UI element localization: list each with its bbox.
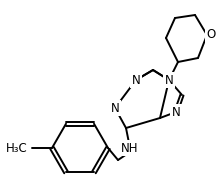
Text: NH: NH bbox=[121, 142, 139, 154]
Text: N: N bbox=[165, 74, 173, 87]
Text: H₃C: H₃C bbox=[6, 142, 28, 154]
Text: O: O bbox=[206, 29, 216, 42]
Text: N: N bbox=[132, 74, 140, 87]
Text: N: N bbox=[111, 101, 119, 115]
Text: N: N bbox=[172, 105, 180, 119]
